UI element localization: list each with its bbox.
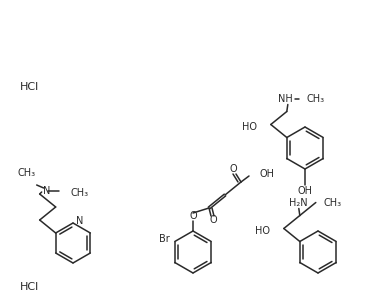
Text: HO: HO bbox=[242, 121, 257, 131]
Text: O: O bbox=[189, 211, 197, 221]
Text: N: N bbox=[76, 216, 83, 226]
Text: CH₃: CH₃ bbox=[307, 94, 325, 103]
Text: H₂N: H₂N bbox=[289, 198, 307, 207]
Text: CH₃: CH₃ bbox=[71, 188, 89, 198]
Text: OH: OH bbox=[259, 169, 274, 179]
Text: O: O bbox=[209, 215, 217, 225]
Text: N: N bbox=[43, 186, 50, 196]
Text: O: O bbox=[229, 164, 237, 174]
Text: NH: NH bbox=[279, 94, 293, 103]
Text: HCl: HCl bbox=[20, 282, 39, 292]
Text: CH₃: CH₃ bbox=[324, 198, 342, 207]
Text: HCl: HCl bbox=[20, 82, 39, 92]
Text: HO: HO bbox=[255, 227, 270, 236]
Text: Br: Br bbox=[159, 234, 170, 243]
Text: OH: OH bbox=[297, 186, 313, 196]
Text: CH₃: CH₃ bbox=[18, 168, 36, 178]
